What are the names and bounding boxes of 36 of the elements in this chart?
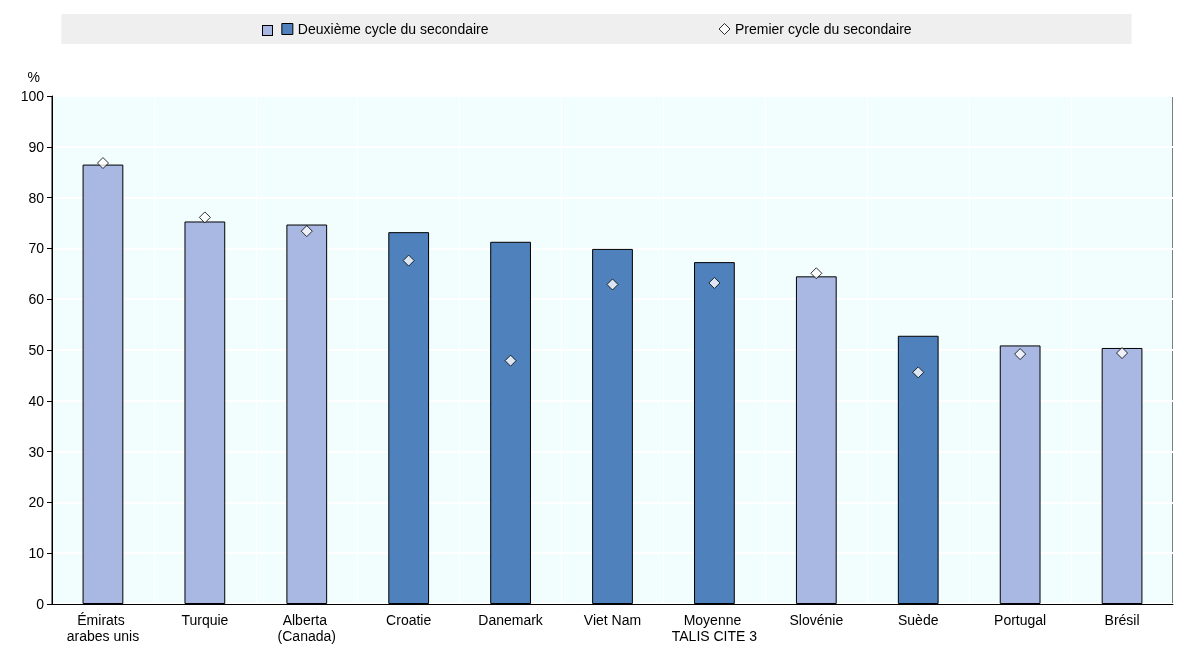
x-tick-label: Moyenne TALIS CITE 3 xyxy=(671,612,758,644)
x-tick-label: Slovénie xyxy=(789,612,844,628)
x-tick-label: Suède xyxy=(897,612,939,628)
x-tick-label: Turquie xyxy=(181,612,229,628)
y-tick-label: 30 xyxy=(28,443,45,460)
point xyxy=(504,354,517,367)
legend-label: Premier cycle du secondaire xyxy=(735,21,912,37)
x-tick-label: Émirats arabes unis xyxy=(66,612,140,644)
point xyxy=(300,225,313,238)
point xyxy=(912,366,925,379)
y-tick-label: 60 xyxy=(28,291,45,308)
point xyxy=(708,276,721,289)
x-tick-label: Brésil xyxy=(1104,612,1140,628)
y-tick-label: 90 xyxy=(28,138,45,155)
x-tick-label: Portugal xyxy=(994,612,1047,628)
x-tick-label: Croatie xyxy=(386,612,432,628)
x-tick-label: Alberta (Canada) xyxy=(277,612,336,644)
point xyxy=(606,278,619,291)
y-tick-label: 70 xyxy=(28,240,45,257)
y-tick-label: 40 xyxy=(28,392,45,409)
y-axis-title: % xyxy=(27,69,40,85)
point xyxy=(1014,348,1027,361)
y-tick-label: 80 xyxy=(28,189,45,206)
x-tick-label: Danemark xyxy=(478,612,544,628)
point xyxy=(1116,347,1129,360)
y-tick-label: 10 xyxy=(28,545,45,562)
y-tick-label: 100 xyxy=(20,88,45,104)
y-tick-label: 0 xyxy=(36,596,45,612)
y-tick-label: 20 xyxy=(28,494,45,511)
x-tick-label: Viet Nam xyxy=(583,612,642,628)
point xyxy=(198,211,211,224)
point xyxy=(810,267,823,280)
point xyxy=(402,254,415,267)
point xyxy=(96,157,109,170)
legend-label: Deuxième cycle du secondaire xyxy=(297,21,489,37)
y-tick-label: 50 xyxy=(28,342,45,358)
